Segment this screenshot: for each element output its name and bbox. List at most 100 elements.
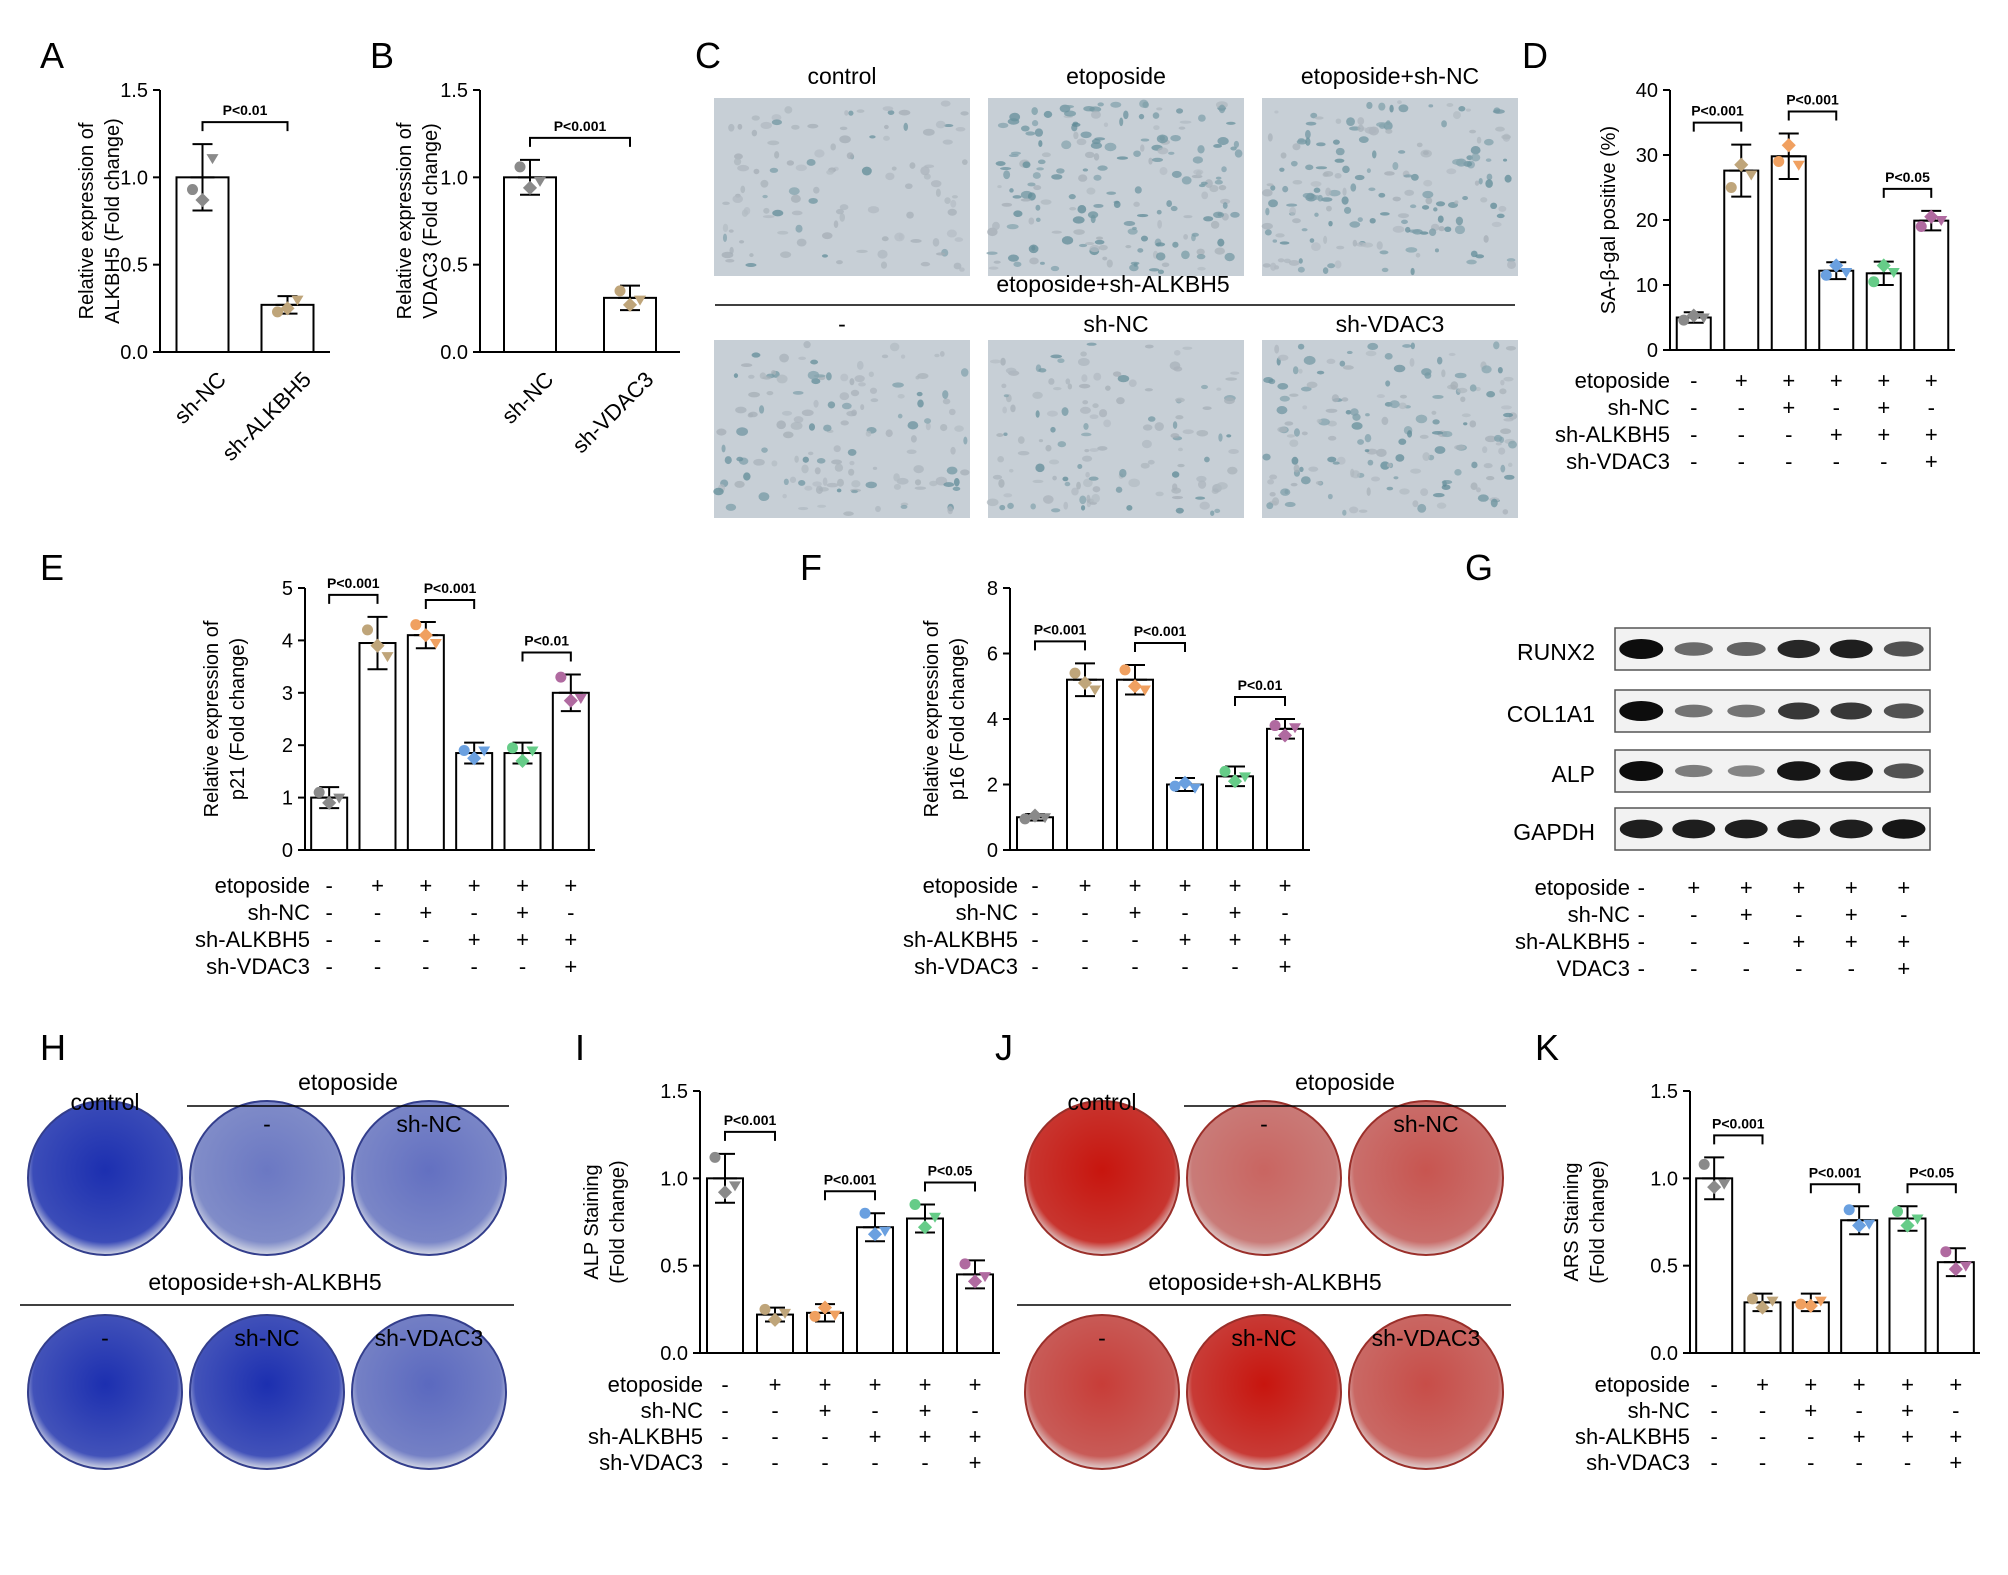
- cell-mark: [955, 127, 966, 132]
- cell-mark: [777, 230, 789, 235]
- chart-b: 0.0 0.5 1.0 1.5 Relative expression of VDAC3 …: [394, 80, 680, 458]
- y-axis-label-line: VDAC3 (Fold change): [420, 123, 442, 319]
- cell-mark: [1196, 475, 1207, 483]
- cell-mark: [733, 157, 742, 166]
- data-point-i: [717, 1185, 733, 1200]
- blot-band: [1619, 761, 1664, 781]
- cell-mark: [1283, 258, 1291, 264]
- cell-mark: [1358, 136, 1369, 144]
- cell-mark: [858, 382, 866, 387]
- cell-mark: [1148, 268, 1160, 272]
- cell-mark: [1314, 212, 1319, 217]
- data-point-k: [1843, 1204, 1855, 1216]
- condition-sign-g: +: [1897, 875, 1910, 900]
- plate-label-bottom: sh-VDAC3: [375, 1325, 484, 1351]
- condition-sign-d: +: [1830, 422, 1843, 447]
- blot-strip: [1614, 689, 1931, 733]
- cell-mark: [1043, 110, 1053, 118]
- data-point-e: [515, 753, 530, 768]
- bar-k-1: [1695, 1177, 1734, 1355]
- blot-band: [1672, 819, 1716, 839]
- condition-label-d: sh-ALKBH5: [1555, 422, 1670, 447]
- cell-mark: [830, 143, 836, 151]
- cell-mark: [1161, 262, 1170, 268]
- cell-mark: [1500, 428, 1512, 435]
- cell-mark: [1332, 139, 1340, 145]
- cell-mark: [1051, 508, 1061, 513]
- cell-mark: [1277, 354, 1289, 361]
- cell-mark: [1264, 229, 1272, 236]
- cell-mark: [848, 468, 855, 476]
- cell-mark: [1368, 187, 1376, 192]
- cell-mark: [759, 405, 765, 414]
- cell-mark: [1441, 431, 1453, 438]
- cell-mark: [1389, 400, 1400, 409]
- cell-mark: [1378, 192, 1386, 198]
- cell-mark: [1432, 394, 1444, 399]
- y-tick-label-e: 4: [282, 630, 293, 652]
- cell-mark: [851, 480, 861, 488]
- condition-sign-f: -: [1081, 927, 1088, 952]
- cell-mark: [1279, 167, 1285, 172]
- cell-mark: [1064, 481, 1071, 487]
- microscopy-label-top: etoposide+sh-NC: [1301, 63, 1479, 89]
- plate-group-label-bottom: etoposide+sh-ALKBH5: [1148, 1269, 1381, 1295]
- cell-mark: [1313, 195, 1321, 200]
- cell-mark: [1284, 501, 1296, 508]
- cell-mark: [963, 436, 968, 445]
- cell-mark: [833, 445, 841, 453]
- cell-mark: [1106, 259, 1113, 268]
- condition-label-d: etoposide: [1575, 368, 1670, 393]
- y-tick-label-e: 5: [282, 578, 293, 600]
- cell-mark: [1020, 198, 1031, 202]
- cell-mark: [1410, 342, 1415, 350]
- cell-mark: [1316, 370, 1325, 375]
- data-point-a: [195, 192, 210, 208]
- cell-mark: [1434, 446, 1446, 454]
- cell-mark: [1432, 419, 1440, 425]
- cell-mark: [1028, 244, 1039, 254]
- cell-mark: [1293, 428, 1300, 437]
- cell-mark: [740, 185, 746, 194]
- condition-label-e: etoposide: [215, 873, 310, 898]
- condition-sign-f: -: [1231, 954, 1238, 979]
- microscopy-label-top: control: [807, 63, 876, 89]
- cell-mark: [751, 115, 760, 121]
- condition-label-d: sh-NC: [1608, 395, 1670, 420]
- panel-letter-g: G: [1465, 547, 1493, 588]
- cell-mark: [1032, 391, 1043, 399]
- condition-sign-g: -: [1690, 929, 1697, 954]
- cell-mark: [960, 469, 970, 476]
- condition-sign-e: +: [419, 900, 432, 925]
- cell-mark: [1490, 202, 1498, 210]
- cell-mark: [1036, 167, 1044, 171]
- data-point-a: [291, 295, 304, 306]
- condition-sign-i: +: [919, 1372, 932, 1397]
- cell-mark: [791, 210, 803, 216]
- cell-mark: [728, 123, 735, 132]
- cell-mark: [779, 353, 789, 363]
- cell-mark: [1498, 447, 1506, 455]
- condition-sign-k: +: [1853, 1424, 1866, 1449]
- microscopy-group-label: etoposide+sh-ALKBH5: [996, 271, 1229, 297]
- cell-mark: [917, 372, 929, 380]
- y-axis-label-k: ARS Staining (Fold change): [1561, 1160, 1609, 1283]
- cell-mark: [1478, 177, 1483, 185]
- cell-mark: [1335, 147, 1345, 156]
- cell-mark: [1141, 439, 1152, 449]
- cell-mark: [951, 195, 958, 199]
- cell-mark: [1364, 126, 1377, 134]
- cell-mark: [1048, 378, 1055, 385]
- cell-mark: [1334, 260, 1342, 269]
- cell-mark: [868, 371, 874, 378]
- p-value-label-e: P<0.001: [424, 580, 477, 596]
- condition-sign-d: -: [1833, 395, 1840, 420]
- cell-mark: [1170, 433, 1180, 439]
- condition-sign-k: -: [1952, 1398, 1959, 1423]
- cell-mark: [1277, 258, 1285, 263]
- significance-bracket-i: [924, 1181, 976, 1192]
- cell-mark: [1032, 172, 1041, 179]
- cell-mark: [769, 167, 779, 173]
- cell-mark: [795, 224, 803, 233]
- cell-mark: [1168, 151, 1175, 155]
